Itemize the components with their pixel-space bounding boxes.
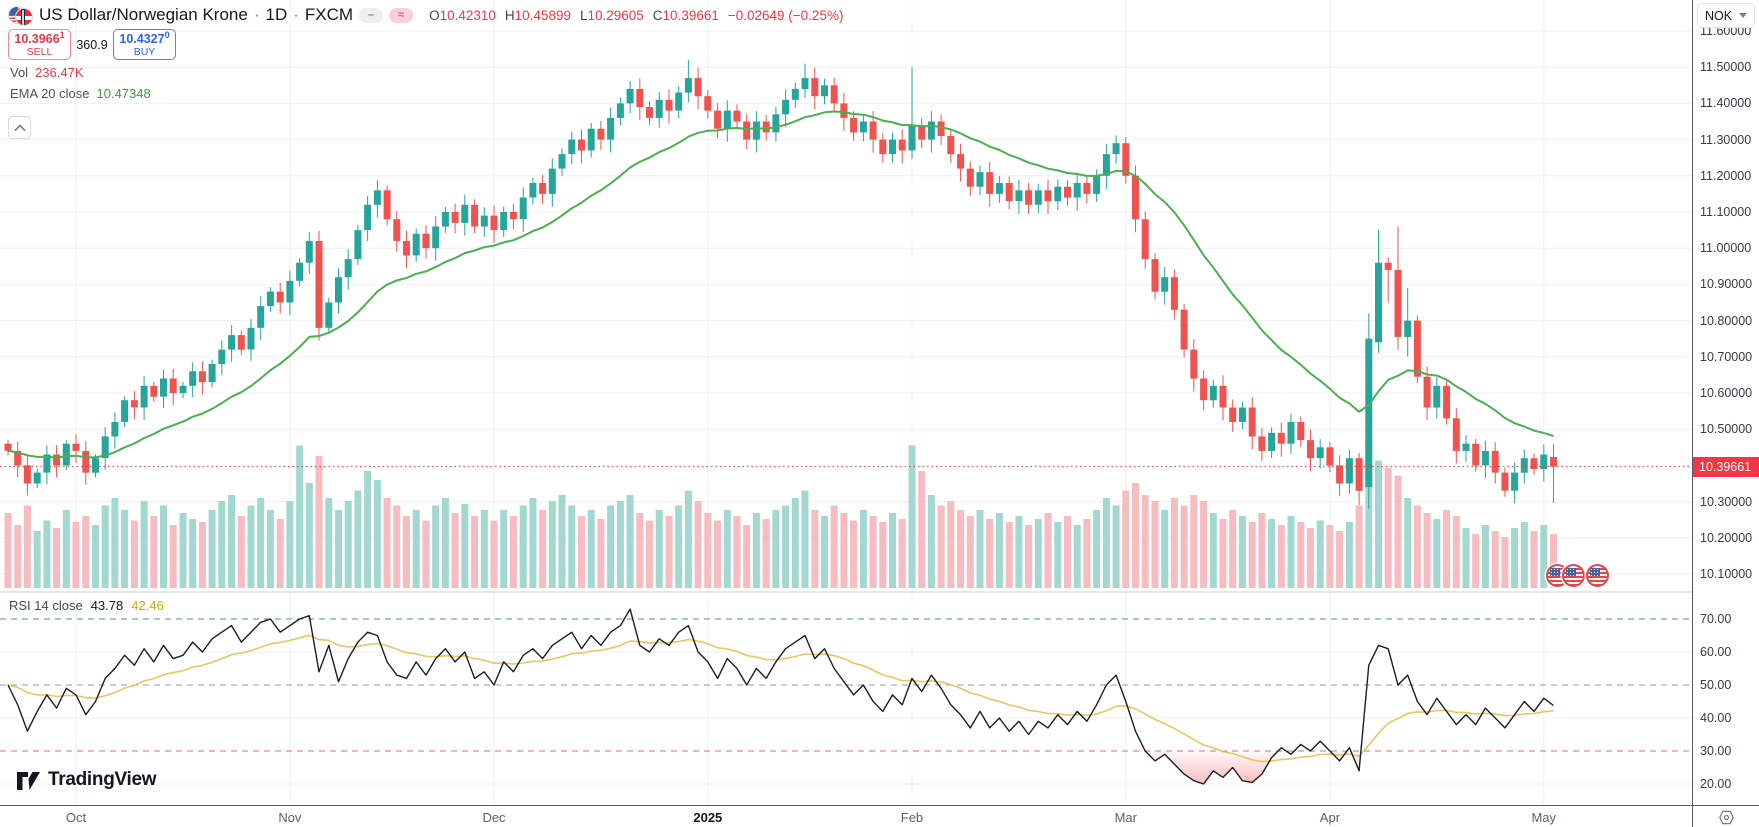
approx-pill-icon[interactable]: ≈ xyxy=(389,7,414,23)
tradingview-logo[interactable]: TradingView xyxy=(16,768,157,791)
rsi-ma-line xyxy=(7,634,1554,763)
currency-dropdown[interactable]: NOK xyxy=(1697,3,1755,28)
last-price-tag: 10.39661 xyxy=(1693,456,1759,477)
buy-price: 10.4327 xyxy=(119,31,165,46)
spread-value: 360.9 xyxy=(76,37,108,52)
us-flag-event-icon[interactable] xyxy=(1586,564,1609,587)
buy-button[interactable]: 10.43270 BUY xyxy=(113,29,176,60)
buy-price-sup: 0 xyxy=(164,29,170,40)
interval-value[interactable]: 1D xyxy=(265,5,288,24)
open-label: O xyxy=(429,7,440,23)
volume-label: Vol xyxy=(10,65,29,80)
collapse-legend-button[interactable] xyxy=(8,116,31,139)
time-axis-tick-Nov: Nov xyxy=(278,810,302,825)
price-axis-tick: 10.50000 xyxy=(1700,422,1753,437)
rsi-axis-tick: 60.00 xyxy=(1700,645,1732,659)
rsi-axis-tick: 20.00 xyxy=(1700,777,1732,791)
ema-label: EMA 20 close xyxy=(10,86,90,101)
time-axis-tick-Oct: Oct xyxy=(65,810,87,825)
rsi-axis-tick: 70.00 xyxy=(1700,612,1732,626)
close-label: C xyxy=(652,7,663,23)
pane-separator[interactable] xyxy=(0,591,1759,593)
us-flag-event-icon[interactable] xyxy=(1562,564,1585,587)
last-price-label: 10.39661 xyxy=(1699,459,1752,474)
low-label: L xyxy=(579,7,588,23)
price-axis-tick: 11.40000 xyxy=(1700,96,1752,111)
rsi-label: RSI 14 close xyxy=(9,598,83,613)
rsi-oversold-shade xyxy=(8,751,1554,784)
ohlc-readout: O 10.42310 H 10.45899 L 10.29605 C 10.39661 … xyxy=(429,8,843,23)
price-axis-tick: 10.90000 xyxy=(1700,277,1753,292)
tradingview-logo-text: TradingView xyxy=(48,768,157,790)
trade-panel: 10.39661 SELL 360.9 10.43270 BUY xyxy=(8,29,176,60)
price-axis-tick: 10.70000 xyxy=(1700,349,1753,364)
exchange-value[interactable]: FXCM xyxy=(304,5,354,24)
price-axis-tick: 10.60000 xyxy=(1700,386,1753,400)
price-axis-tick: 10.30000 xyxy=(1700,494,1753,509)
change-value: −0.02649 (−0.25%) xyxy=(727,7,844,23)
ema-line xyxy=(7,110,1554,459)
time-axis-tick-Apr: Apr xyxy=(1319,810,1341,825)
rsi-axis-tick: 30.00 xyxy=(1700,744,1732,758)
sell-price: 10.3966 xyxy=(14,31,60,46)
price-axis-tick: 10.20000 xyxy=(1700,530,1753,545)
open-value: 10.42310 xyxy=(439,7,496,23)
sell-label: SELL xyxy=(26,45,53,58)
time-axis-tick-Dec: Dec xyxy=(482,810,506,825)
price-axis-tick: 11.00000 xyxy=(1700,241,1752,256)
rsi-line xyxy=(7,608,1554,785)
price-axis-tick: 10.80000 xyxy=(1700,313,1753,328)
volume-value: 236.47K xyxy=(35,65,84,80)
price-axis-tick: 11.30000 xyxy=(1700,132,1752,147)
time-axis-tick-Feb: Feb xyxy=(900,810,924,825)
buy-label: BUY xyxy=(133,45,156,58)
rsi-axis-tick: 40.00 xyxy=(1700,711,1732,725)
price-axis-tick: 11.10000 xyxy=(1700,205,1752,219)
chart-canvas[interactable]: US Dollar/Norwegian Krone · 1D · FXCM – … xyxy=(0,0,1692,805)
volume-bars xyxy=(4,441,1557,588)
price-axis-tick: 11.50000 xyxy=(1700,60,1752,75)
hexagon-dot-glyph xyxy=(1718,810,1734,824)
ema-legend[interactable]: EMA 20 close 10.47348 xyxy=(10,86,151,101)
time-axis[interactable]: Oct Nov Dec 2025 Feb Mar Apr May xyxy=(0,806,1759,827)
symbol-title[interactable]: US Dollar/Norwegian Krone xyxy=(39,5,248,24)
rsi-gridlines xyxy=(0,651,1692,785)
title-separator: · xyxy=(253,5,260,24)
rsi-ma-value: 42.46 xyxy=(131,598,164,613)
symbol-header: US Dollar/Norwegian Krone · 1D · FXCM – … xyxy=(8,3,843,27)
sell-price-sup: 1 xyxy=(59,29,65,40)
sell-button[interactable]: 10.39661 SELL xyxy=(8,29,71,60)
hexagon-dot-icon[interactable] xyxy=(1714,808,1738,826)
tradingview-logo-icon xyxy=(17,772,40,790)
minus-pill-icon[interactable]: – xyxy=(359,7,384,23)
chevron-up-icon xyxy=(13,123,26,131)
title-separator: · xyxy=(293,5,299,24)
price-axis-tick: 11.20000 xyxy=(1700,168,1752,183)
chevron-down-icon xyxy=(1739,13,1747,18)
rsi-axis-tick: 50.00 xyxy=(1700,678,1732,692)
time-axis-border xyxy=(0,805,1759,806)
us-norway-flag-pair-icon xyxy=(8,5,33,26)
price-axis-tick: 10.10000 xyxy=(1700,567,1753,581)
high-value: 10.45899 xyxy=(514,7,571,23)
price-axis[interactable]: NOK 10.39661 11.60000 11.50000 11.40000 11.… xyxy=(1693,0,1759,805)
chart-plot-svg xyxy=(0,0,1692,805)
time-axis-tick-Mar: Mar xyxy=(1114,810,1137,825)
norway-flag-icon xyxy=(15,8,33,26)
time-axis-tick-2025: 2025 xyxy=(693,810,723,825)
candles xyxy=(4,60,1557,509)
price-axis-border xyxy=(1692,0,1693,827)
rsi-legend[interactable]: RSI 14 close 43.78 42.46 xyxy=(9,598,164,613)
currency-value: NOK xyxy=(1705,8,1733,23)
close-value: 10.39661 xyxy=(662,7,719,23)
ema-value: 10.47348 xyxy=(96,86,151,101)
vertical-gridlines xyxy=(75,0,1545,805)
volume-legend[interactable]: Vol 236.47K xyxy=(10,65,84,80)
time-axis-tick-May: May xyxy=(1531,810,1557,825)
rsi-value: 43.78 xyxy=(90,598,124,613)
high-label: H xyxy=(504,7,515,23)
low-value: 10.29605 xyxy=(587,7,644,23)
